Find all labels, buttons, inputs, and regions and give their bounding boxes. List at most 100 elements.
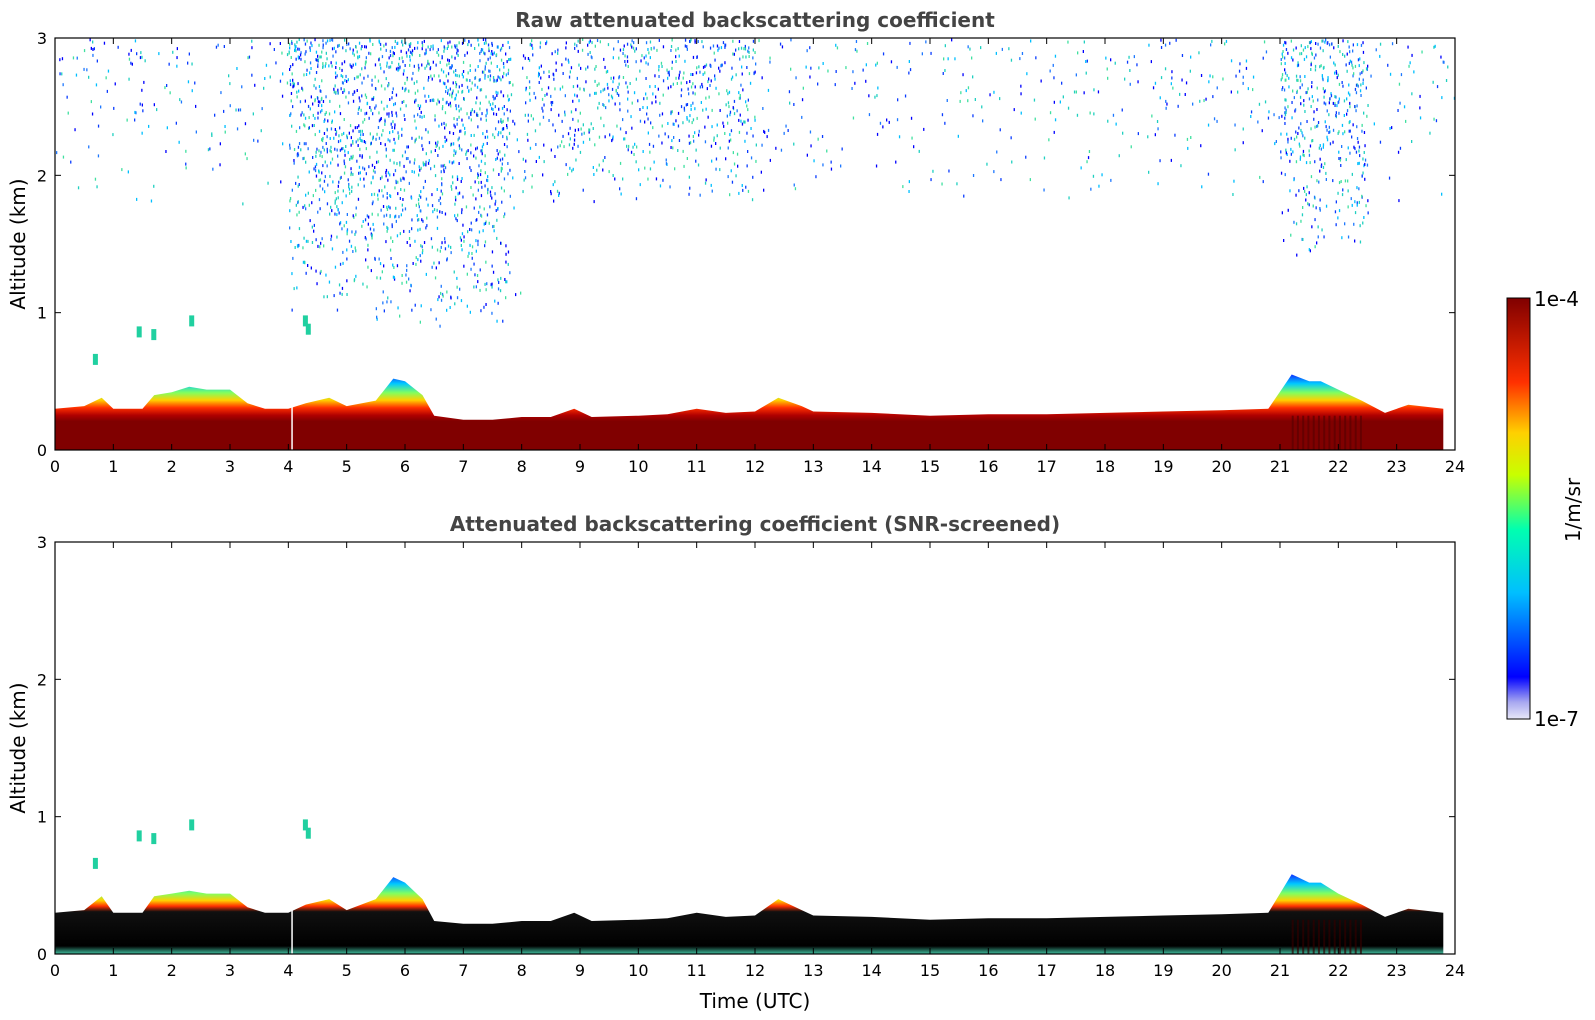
noise-speck xyxy=(1337,101,1339,105)
noise-speck xyxy=(1284,116,1286,120)
noise-speck xyxy=(574,46,576,50)
noise-speck xyxy=(1339,50,1341,54)
noise-speck xyxy=(1370,74,1372,78)
x-tick-label: 20 xyxy=(1211,961,1231,980)
noise-speck xyxy=(1290,136,1292,140)
noise-speck xyxy=(309,71,311,75)
noise-speck xyxy=(305,193,307,197)
noise-speck xyxy=(289,226,291,230)
noise-speck xyxy=(275,61,277,65)
noise-speck xyxy=(1216,86,1218,90)
noise-speck xyxy=(625,63,627,67)
noise-speck xyxy=(500,90,502,94)
noise-speck xyxy=(1335,114,1337,117)
noise-speck xyxy=(675,48,677,52)
noise-speck xyxy=(1322,87,1324,91)
noise-speck xyxy=(492,225,494,229)
noise-speck xyxy=(1362,171,1364,175)
noise-speck xyxy=(1351,203,1353,207)
noise-speck xyxy=(425,51,427,55)
noise-speck xyxy=(477,174,479,177)
noise-speck xyxy=(1295,74,1298,78)
noise-speck xyxy=(185,149,187,153)
noise-speck xyxy=(296,95,298,99)
noise-speck xyxy=(427,45,429,49)
noise-speck xyxy=(418,173,420,177)
noise-speck xyxy=(505,73,507,77)
x-tick-label: 5 xyxy=(342,457,352,476)
noise-speck xyxy=(605,70,608,74)
noise-speck xyxy=(647,62,649,66)
noise-speck xyxy=(835,70,837,73)
noise-speck xyxy=(429,67,431,71)
noise-speck xyxy=(1187,146,1189,150)
noise-speck xyxy=(460,299,463,303)
noise-speck xyxy=(305,142,307,146)
noise-speck xyxy=(630,43,632,47)
noise-speck xyxy=(423,241,426,244)
noise-speck xyxy=(1311,81,1313,84)
noise-speck xyxy=(326,128,328,132)
noise-speck xyxy=(251,73,253,77)
noise-speck xyxy=(352,140,354,143)
noise-speck xyxy=(688,175,690,179)
noise-speck xyxy=(402,208,404,212)
noise-speck xyxy=(541,87,543,91)
x-tick-label: 11 xyxy=(686,961,706,980)
plot-area xyxy=(55,38,1455,450)
noise-speck xyxy=(327,119,329,123)
noise-speck xyxy=(499,48,502,52)
noise-speck xyxy=(453,153,455,157)
noise-speck xyxy=(725,103,727,107)
noise-speck xyxy=(502,43,504,47)
noise-speck xyxy=(1062,95,1064,99)
noise-speck xyxy=(450,143,452,147)
noise-speck xyxy=(596,83,598,87)
noise-speck xyxy=(1326,135,1328,139)
noise-speck xyxy=(1043,156,1046,160)
noise-speck xyxy=(1302,48,1305,52)
noise-speck xyxy=(540,64,542,68)
noise-speck xyxy=(1356,203,1358,207)
noise-speck xyxy=(378,119,381,123)
noise-speck xyxy=(367,265,369,269)
noise-speck xyxy=(311,225,313,229)
noise-speck xyxy=(923,127,925,131)
noise-speck xyxy=(336,308,339,312)
noise-speck xyxy=(418,107,421,110)
noise-speck xyxy=(561,85,564,89)
noise-speck xyxy=(813,159,815,163)
noise-speck xyxy=(404,89,406,93)
noise-speck xyxy=(648,142,651,146)
streak xyxy=(1354,415,1357,450)
noise-speck xyxy=(1098,184,1100,188)
noise-speck xyxy=(548,70,550,74)
noise-speck xyxy=(815,175,817,179)
noise-speck xyxy=(962,73,964,77)
noise-speck xyxy=(353,53,355,57)
noise-speck xyxy=(430,150,432,154)
noise-speck xyxy=(1289,159,1291,163)
noise-speck xyxy=(1349,151,1351,155)
noise-speck xyxy=(215,45,218,49)
noise-speck xyxy=(1319,169,1321,173)
noise-speck xyxy=(1310,40,1312,44)
noise-speck xyxy=(716,134,718,138)
noise-speck xyxy=(1295,46,1297,50)
noise-speck xyxy=(364,62,367,66)
noise-speck xyxy=(569,137,571,141)
noise-speck xyxy=(1299,86,1301,90)
noise-speck xyxy=(487,175,489,179)
noise-speck xyxy=(494,192,496,196)
noise-speck xyxy=(619,187,621,191)
noise-speck xyxy=(689,80,691,83)
noise-speck xyxy=(965,89,967,93)
noise-speck xyxy=(404,64,406,67)
noise-speck xyxy=(392,275,395,279)
noise-speck xyxy=(371,202,374,206)
noise-speck xyxy=(363,177,365,181)
noise-speck xyxy=(291,188,293,192)
noise-speck xyxy=(595,91,597,95)
noise-speck xyxy=(399,314,401,318)
noise-speck xyxy=(1287,51,1289,55)
